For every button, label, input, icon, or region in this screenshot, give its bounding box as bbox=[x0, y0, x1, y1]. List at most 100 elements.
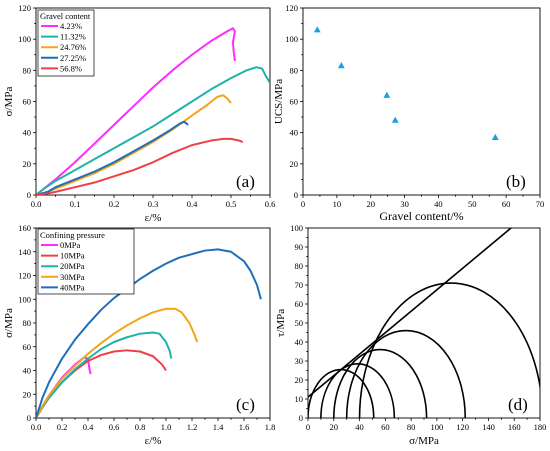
y-tick-label: 100 bbox=[18, 294, 31, 304]
x-tick-label: 80 bbox=[407, 422, 416, 432]
x-tick-label: 120 bbox=[456, 422, 469, 432]
legend-title: Gravel content bbox=[40, 11, 91, 21]
x-axis-label: ε/% bbox=[145, 435, 162, 447]
x-tick-label: 50 bbox=[468, 199, 477, 209]
y-tick-label: 0 bbox=[294, 190, 298, 200]
series-line-20MPa bbox=[36, 331, 173, 418]
y-tick-label: 80 bbox=[23, 65, 32, 75]
y-tick-label: 50 bbox=[295, 318, 304, 328]
legend-box bbox=[37, 9, 95, 77]
scatter-point bbox=[337, 62, 345, 69]
mohr-circle bbox=[345, 330, 467, 418]
series-line-0MPa bbox=[36, 356, 92, 418]
x-axis-label: σ/MPa bbox=[409, 435, 439, 447]
x-tick-label: 0.2 bbox=[57, 422, 68, 432]
plot-area bbox=[36, 248, 262, 418]
y-tick-label: 140 bbox=[18, 247, 31, 257]
y-tick-label: 10 bbox=[295, 394, 304, 404]
scatter-point bbox=[491, 133, 499, 140]
x-tick-label: 40 bbox=[434, 199, 443, 209]
series-line-27.25% bbox=[36, 120, 189, 195]
y-tick-label: 120 bbox=[18, 271, 31, 281]
x-axis-label: ε/% bbox=[145, 212, 162, 224]
x-tick-label: 0.4 bbox=[187, 199, 198, 209]
y-tick-label: 40 bbox=[290, 128, 299, 138]
x-tick-label: 60 bbox=[502, 199, 511, 209]
scatter-point bbox=[391, 116, 399, 123]
x-tick-label: 1.6 bbox=[239, 422, 250, 432]
mohr-circle bbox=[332, 348, 428, 418]
plot-area bbox=[313, 26, 499, 140]
legend-label: 30MPa bbox=[60, 272, 85, 282]
series-line-10MPa bbox=[36, 349, 167, 418]
series-line-56.8% bbox=[36, 137, 244, 195]
mohr-circle bbox=[320, 363, 396, 418]
y-tick-label: 0 bbox=[27, 190, 31, 200]
y-tick-label: 80 bbox=[290, 65, 299, 75]
legend-label: 24.76% bbox=[60, 42, 86, 52]
plot-frame bbox=[307, 227, 541, 419]
x-tick-label: 1.4 bbox=[213, 422, 224, 432]
legend-box bbox=[37, 228, 135, 295]
legend-label: 4.23% bbox=[60, 21, 82, 31]
scatter-point bbox=[383, 91, 391, 98]
panel-label: (a) bbox=[236, 172, 255, 191]
x-tick-label: 0.6 bbox=[265, 199, 276, 209]
x-tick-label: 0.8 bbox=[135, 422, 146, 432]
y-tick-label: 60 bbox=[295, 299, 304, 309]
series-line-4.23% bbox=[36, 27, 236, 195]
y-tick-label: 120 bbox=[18, 3, 31, 13]
x-tick-label: 20 bbox=[330, 422, 339, 432]
x-tick-label: 0.6 bbox=[109, 422, 120, 432]
x-tick-label: 10 bbox=[333, 199, 342, 209]
y-tick-label: 100 bbox=[18, 34, 31, 44]
x-tick-label: 1.0 bbox=[161, 422, 172, 432]
x-tick-label: 30 bbox=[400, 199, 409, 209]
series-line-11.32% bbox=[36, 66, 270, 195]
y-tick-label: 70 bbox=[295, 280, 304, 290]
y-axis-label: σ/MPa bbox=[3, 87, 15, 117]
legend: Gravel content4.23%11.32%24.76%27.25%56.… bbox=[37, 9, 95, 77]
y-tick-label: 40 bbox=[23, 366, 32, 376]
x-tick-label: 1.2 bbox=[187, 422, 198, 432]
y-tick-label: 40 bbox=[23, 128, 32, 138]
x-tick-label: 0.5 bbox=[226, 199, 237, 209]
x-tick-label: 180 bbox=[534, 422, 547, 432]
x-tick-label: 60 bbox=[381, 422, 390, 432]
panel-c: 0.0 0.2 0.4 0.6 0.8 1.0 1.2 1.4 1.6 1.8 0 20 40 60 80 1… bbox=[3, 223, 275, 447]
x-tick-label: 140 bbox=[482, 422, 495, 432]
scatter-point bbox=[313, 26, 321, 33]
x-tick-label: 0.1 bbox=[70, 199, 81, 209]
y-tick-label: 80 bbox=[23, 318, 32, 328]
x-tick-label: 160 bbox=[508, 422, 521, 432]
y-tick-label: 80 bbox=[295, 261, 304, 271]
panel-d: 0 20 40 60 80 100 120 140 160 180 0 10 20 30 40 50 60 70 8… bbox=[275, 223, 546, 447]
y-tick-label: 0 bbox=[27, 413, 31, 423]
y-tick-label: 20 bbox=[290, 159, 299, 169]
x-axis-label: Gravel content/% bbox=[379, 209, 463, 223]
y-tick-label: 20 bbox=[23, 389, 32, 399]
legend-label: 10MPa bbox=[60, 251, 85, 261]
x-tick-label: 0 bbox=[301, 199, 305, 209]
y-axis-label: UCS/MPa bbox=[273, 79, 285, 124]
panel-label: (d) bbox=[508, 395, 528, 414]
plot-frame bbox=[302, 7, 541, 196]
y-tick-label: 40 bbox=[295, 337, 304, 347]
legend-label: 56.8% bbox=[60, 63, 82, 73]
x-tick-label: 0.2 bbox=[109, 199, 120, 209]
y-tick-label: 100 bbox=[285, 34, 298, 44]
legend-label: 40MPa bbox=[60, 282, 85, 292]
series-line-24.76% bbox=[36, 94, 232, 195]
y-tick-label: 60 bbox=[290, 97, 299, 107]
series-line-40MPa bbox=[36, 248, 262, 418]
x-tick-label: 70 bbox=[536, 199, 545, 209]
panel-label: (b) bbox=[506, 172, 526, 191]
y-tick-label: 160 bbox=[18, 223, 31, 233]
legend-label: 20MPa bbox=[60, 261, 85, 271]
y-tick-label: 90 bbox=[295, 242, 304, 252]
x-tick-label: 0.0 bbox=[31, 199, 42, 209]
legend-label: 0MPa bbox=[60, 240, 81, 250]
y-tick-label: 30 bbox=[295, 356, 304, 366]
y-tick-label: 60 bbox=[23, 97, 32, 107]
